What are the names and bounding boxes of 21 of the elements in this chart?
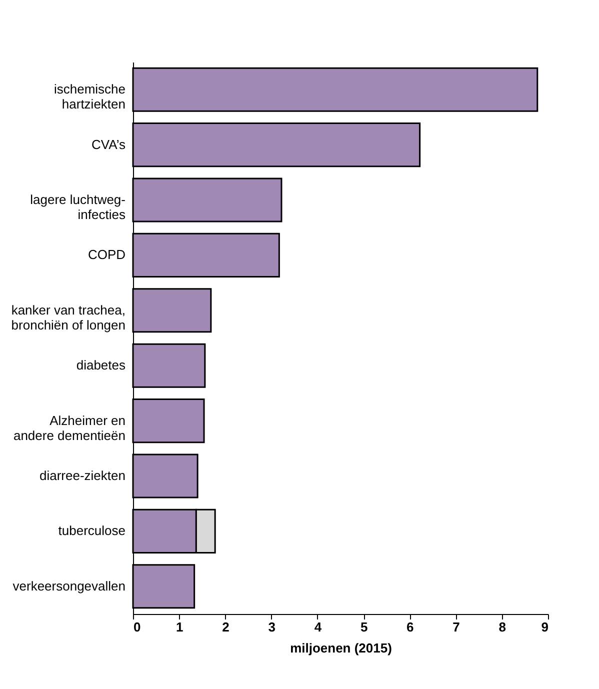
y-tick-label: lagere luchtweg- infecties — [30, 192, 126, 222]
y-tick-label: Alzheimer en andere dementieën — [13, 412, 126, 443]
y-tick-label: diabetes — [76, 358, 126, 373]
y-tick-label: CVA’s — [92, 136, 126, 152]
y-tick-label: ischemische hartziekten — [54, 82, 126, 112]
x-tick-label: 2 — [222, 620, 230, 634]
y-tick-label: verkeersongevallen — [12, 578, 126, 594]
x-axis-title: miljoenen (2015) — [290, 640, 392, 656]
x-tick-label: 1 — [176, 620, 184, 634]
y-tick-label: diarree-ziekten — [40, 468, 126, 483]
x-tick-label: 6 — [406, 620, 414, 634]
y-tick-label: kanker van trachea, bronchiën of longen — [11, 302, 126, 332]
x-tick-label: 3 — [268, 620, 276, 634]
x-tick-label: 7 — [452, 620, 460, 634]
x-tick-label: 5 — [360, 620, 368, 634]
y-tick-label: tuberculose — [58, 523, 126, 538]
x-tick-label: 4 — [314, 620, 322, 634]
y-tick-label: COPD — [88, 247, 126, 262]
x-tick-label: 9 — [541, 620, 548, 634]
x-tick-label: 8 — [498, 620, 506, 634]
x-tick-label: 0 — [134, 620, 141, 634]
